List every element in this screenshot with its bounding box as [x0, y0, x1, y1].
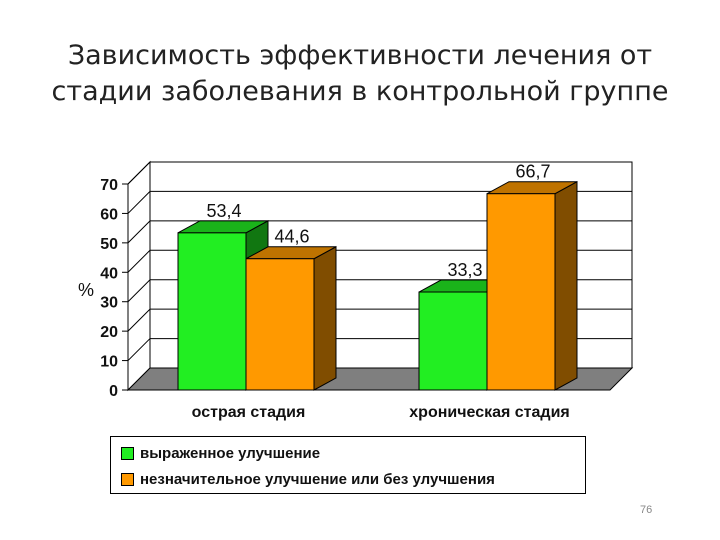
chart-legend: выраженное улучшение незначительное улуч…: [110, 436, 586, 494]
bar: [486, 193, 556, 391]
legend-label-series-1: выраженное улучшение: [140, 444, 321, 462]
legend-label-series-2: незначительное улучшение или без улучшен…: [140, 470, 495, 488]
bar: [418, 291, 488, 391]
gridline: [127, 190, 632, 214]
title-line-1: Зависимость эффективности лечения от: [67, 40, 653, 71]
legend-item-series-1: выраженное улучшение: [121, 443, 320, 463]
x-tick-label: хроническая стадия: [409, 404, 569, 421]
y-tick-label: 70: [100, 177, 118, 194]
page-number: 76: [640, 504, 653, 516]
legend-swatch-green: [121, 446, 134, 460]
y-tick-label: 60: [100, 206, 118, 223]
y-tick-label: 10: [100, 354, 118, 371]
data-label: 66,7: [515, 162, 550, 182]
data-label: 53,4: [206, 201, 241, 221]
y-tick-label: 50: [100, 236, 118, 253]
x-tick-label: острая стадия: [192, 404, 306, 421]
gridline: [127, 161, 632, 185]
title-line-2: стадии заболевания в контрольной группе: [51, 76, 669, 107]
data-label: 44,6: [274, 227, 309, 247]
data-label: 33,3: [447, 260, 482, 280]
y-tick-label: 40: [100, 265, 118, 282]
plot-side-wall: [127, 160, 151, 392]
y-tick-label: 20: [100, 324, 118, 341]
bar-side: [313, 245, 337, 391]
y-axis-label: %: [78, 280, 94, 300]
legend-swatch-orange: [121, 472, 134, 486]
gridline: [127, 249, 632, 273]
legend-item-series-2: незначительное улучшение или без улучшен…: [121, 469, 495, 489]
gridline: [127, 220, 632, 244]
bar: [245, 258, 315, 391]
bar-side: [554, 180, 578, 391]
bar: [177, 232, 247, 391]
slide-title: Зависимость эффективности лечения от ста…: [0, 38, 720, 110]
y-tick-label: 0: [109, 383, 118, 400]
y-tick-label: 30: [100, 295, 118, 312]
